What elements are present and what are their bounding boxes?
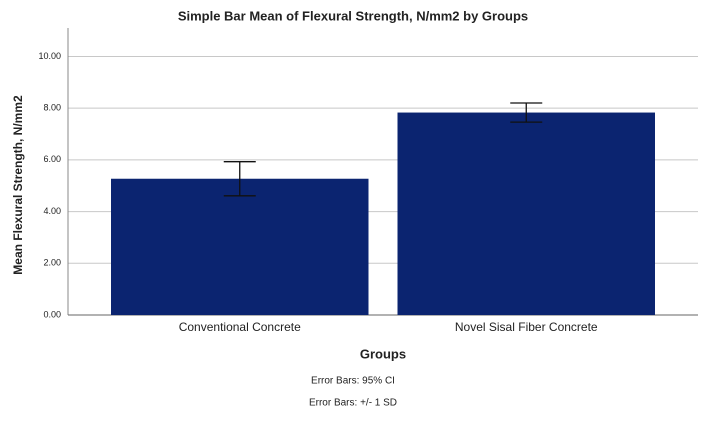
- x-tick-label: Conventional Concrete: [179, 320, 301, 334]
- y-axis-label: Mean Flexural Strength, N/mm2: [11, 95, 25, 275]
- note: Error Bars: +/- 1 SD: [309, 398, 397, 409]
- x-tick-label: Novel Sisal Fiber Concrete: [455, 320, 598, 334]
- y-tick-label: 0.00: [43, 309, 61, 319]
- x-axis-label: Groups: [360, 346, 406, 361]
- y-tick-label: 6.00: [43, 154, 61, 164]
- note: Error Bars: 95% CI: [311, 376, 395, 387]
- error-bar: [510, 102, 543, 123]
- y-tick-label: 4.00: [43, 206, 61, 216]
- error-bar: [223, 161, 256, 197]
- y-tick-label: 8.00: [43, 103, 61, 113]
- chart-title: Simple Bar Mean of Flexural Strength, N/…: [178, 8, 528, 23]
- bar: [111, 178, 369, 315]
- bar: [397, 112, 655, 315]
- y-tick-label: 2.00: [43, 258, 61, 268]
- y-tick-label: 10.00: [38, 51, 61, 61]
